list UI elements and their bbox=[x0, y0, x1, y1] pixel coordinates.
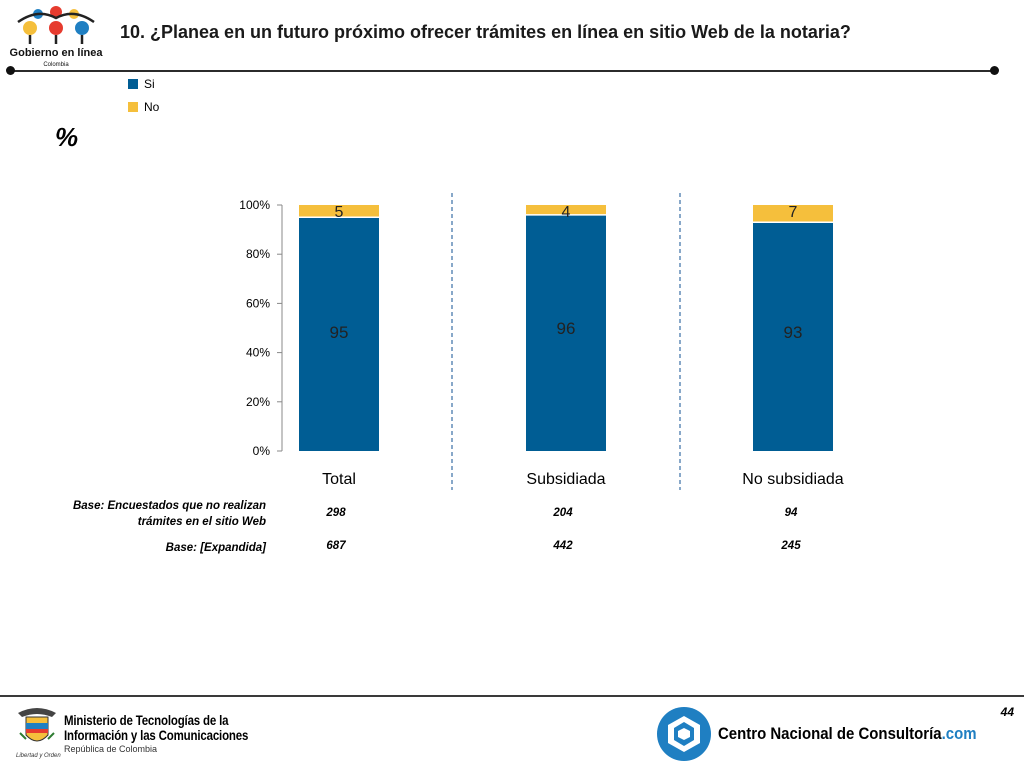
logo-figures bbox=[17, 6, 95, 44]
data-label-si: 96 bbox=[557, 319, 576, 338]
y-tick-label: 80% bbox=[246, 247, 270, 261]
ministry-motto: Libertad y Orden bbox=[16, 753, 61, 759]
cnc-wordmark: Centro Nacional de Consultoría.com bbox=[718, 724, 977, 744]
rule-endpoint-right bbox=[990, 66, 999, 75]
cnc-name: Centro Nacional de Consultoría bbox=[718, 724, 942, 743]
page-number: 44 bbox=[1000, 705, 1014, 719]
base-value-total: 298 bbox=[326, 507, 346, 519]
legend-item-si: Si bbox=[128, 77, 155, 91]
data-label-si: 93 bbox=[784, 323, 803, 342]
base-label-line1: Base: Encuestados que no realizan bbox=[72, 500, 266, 512]
ministry-name-line1: Ministerio de Tecnologías de la bbox=[64, 712, 229, 728]
bar-no bbox=[299, 205, 379, 218]
y-tick-label: 40% bbox=[246, 346, 270, 360]
data-label-si: 95 bbox=[330, 323, 349, 342]
unit-label: % bbox=[55, 122, 79, 152]
stacked-bar-chart: 0% 20% 40% 60% 80% 100% 95 5 Total 96 4 Subsidiada 9… bbox=[239, 193, 844, 490]
bar-si bbox=[526, 214, 606, 451]
legend-swatch-si bbox=[128, 79, 138, 89]
base-expandida-no-subsidiada: 245 bbox=[781, 540, 801, 552]
legend-label-no: No bbox=[144, 100, 160, 114]
slide-title: 10. ¿Planea en un futuro próximo ofrecer… bbox=[120, 22, 851, 42]
gobierno-en-linea-logo: Gobierno en línea Colombia bbox=[10, 6, 104, 68]
legend-label-si: Si bbox=[144, 77, 155, 91]
cnc-logo-icon bbox=[657, 707, 711, 761]
base-value-no-subsidiada: 94 bbox=[784, 507, 798, 519]
bar-si bbox=[753, 222, 833, 451]
category-label: No subsidiada bbox=[742, 471, 844, 488]
logo-text: Gobierno en línea bbox=[10, 47, 104, 59]
y-tick-label: 20% bbox=[246, 395, 270, 409]
bar-no bbox=[753, 205, 833, 223]
rule-endpoint-left bbox=[6, 66, 15, 75]
base-expandida-subsidiada: 442 bbox=[553, 540, 573, 552]
data-label-no: 5 bbox=[335, 204, 344, 221]
ministry-name-line2: Información y las Comunicaciones bbox=[64, 727, 249, 743]
logo-subtext: Colombia bbox=[43, 62, 69, 68]
legend-item-no: No bbox=[128, 100, 159, 114]
header-rule bbox=[14, 70, 996, 72]
cnc-suffix: .com bbox=[941, 724, 977, 743]
data-label-no: 4 bbox=[562, 204, 571, 221]
legend-swatch-no bbox=[128, 102, 138, 112]
bar-no bbox=[526, 205, 606, 215]
data-label-no: 7 bbox=[789, 204, 798, 221]
colombia-coat-of-arms-icon bbox=[18, 708, 56, 742]
base-label-encuestados: Base: Encuestados que no realizan trámit… bbox=[73, 498, 266, 530]
y-tick-label: 60% bbox=[246, 296, 270, 310]
base-expandida-total: 687 bbox=[326, 540, 346, 552]
base-label-expandida: Base: [Expandida] bbox=[165, 542, 266, 554]
bar-si bbox=[299, 217, 379, 451]
y-tick-label: 0% bbox=[253, 444, 271, 458]
category-label: Total bbox=[322, 471, 356, 488]
footer-rule bbox=[0, 695, 1024, 697]
ministry-country: República de Colombia bbox=[64, 744, 158, 754]
base-label-line2: trámites en el sitio Web bbox=[137, 516, 266, 528]
y-tick-label: 100% bbox=[239, 198, 270, 212]
base-value-subsidiada: 204 bbox=[553, 507, 573, 519]
category-label: Subsidiada bbox=[526, 471, 605, 488]
